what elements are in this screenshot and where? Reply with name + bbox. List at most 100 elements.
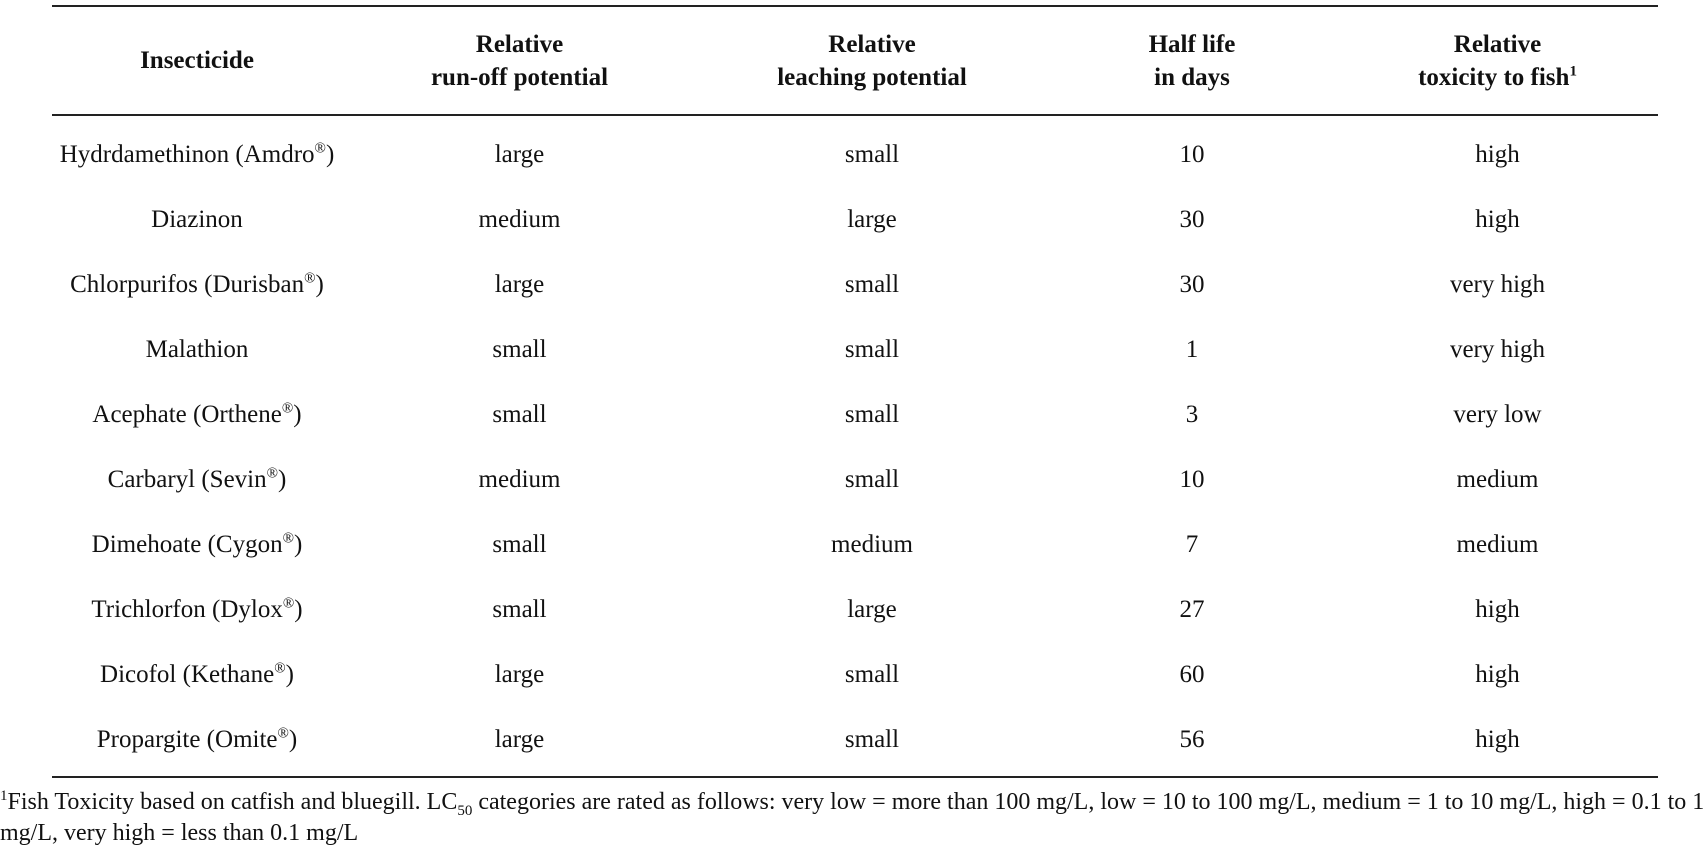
- registered-mark: ®: [281, 400, 294, 417]
- half-life-cell: 60: [1179, 660, 1205, 688]
- leaching-cell: small: [844, 400, 900, 428]
- insecticide-name: Carbaryl (Sevin: [107, 465, 267, 493]
- half-life-cell: 7: [1185, 530, 1199, 558]
- closing-paren: ): [288, 725, 298, 753]
- leaching-cell: small: [844, 335, 900, 363]
- footnote-text-after: categories are rated as follows: very lo…: [0, 789, 1705, 846]
- insecticide-cell: Hydrdamethinon (Amdro®): [52, 115, 342, 187]
- table-row: Chlorpurifos (Durisban®) large small 30 very…: [52, 252, 1658, 317]
- table-row: Carbaryl (Sevin®) medium small 10 medium: [52, 447, 1658, 512]
- insecticide-table-container: Insecticide Relative run-off potential Rela…: [52, 5, 1658, 778]
- column-header: Relative leaching potential: [697, 6, 1047, 115]
- leaching-cell: small: [844, 140, 900, 168]
- registered-mark: ®: [282, 530, 294, 547]
- insecticide-cell: Dicofol (Kethane®): [52, 642, 342, 707]
- leaching-cell: small: [844, 660, 900, 688]
- half-life-cell: 30: [1179, 205, 1205, 233]
- column-header: Relative run-off potential: [342, 6, 697, 115]
- column-header-line: Insecticide: [140, 47, 254, 74]
- insecticide-cell: Malathion: [52, 317, 342, 382]
- table-row: Propargite (Omite®) large small 56 high: [52, 707, 1658, 777]
- table-row: Diazinon medium large 30 high: [52, 187, 1658, 252]
- half-life-cell: 27: [1179, 595, 1205, 623]
- runoff-cell: medium: [478, 465, 561, 493]
- column-header-line: Relative: [1453, 30, 1542, 58]
- toxicity-cell: very high: [1449, 335, 1546, 363]
- table-row: Hydrdamethinon (Amdro®) large small 10 high: [52, 115, 1658, 187]
- closing-paren: ): [294, 595, 303, 623]
- header-row: Insecticide Relative run-off potential Rela…: [52, 6, 1658, 115]
- insecticide-name: Malathion: [145, 335, 249, 363]
- toxicity-cell: very high: [1449, 270, 1546, 298]
- insecticide-cell: Chlorpurifos (Durisban®): [52, 252, 342, 317]
- leaching-cell: small: [844, 465, 900, 493]
- column-header-line: leaching potential: [777, 63, 967, 91]
- insecticide-table: Insecticide Relative run-off potential Rela…: [52, 5, 1658, 778]
- insecticide-cell: Dimehoate (Cygon®): [52, 512, 342, 577]
- insecticide-name: Dimehoate (Cygon: [91, 530, 283, 558]
- column-header-line: Relative: [828, 30, 916, 58]
- leaching-cell: small: [844, 270, 900, 298]
- runoff-cell: large: [494, 660, 545, 688]
- toxicity-cell: high: [1475, 660, 1520, 688]
- column-header-line: run-off potential: [430, 63, 609, 91]
- half-life-cell: 30: [1179, 270, 1205, 298]
- column-header: Insecticide: [52, 6, 342, 115]
- toxicity-cell: very low: [1453, 400, 1542, 428]
- leaching-cell: large: [847, 595, 897, 623]
- insecticide-cell: Diazinon: [52, 187, 342, 252]
- toxicity-cell: high: [1475, 725, 1520, 753]
- column-header: Relative toxicity to fish1: [1337, 6, 1658, 115]
- table-row: Acephate (Orthene®) small small 3 very low: [52, 382, 1658, 447]
- half-life-cell: 1: [1185, 335, 1199, 363]
- table-header: Insecticide Relative run-off potential Rela…: [52, 6, 1658, 115]
- runoff-cell: small: [492, 595, 547, 623]
- insecticide-name: Dicofol (Kethane: [100, 660, 275, 688]
- insecticide-cell: Propargite (Omite®): [52, 707, 342, 777]
- insecticide-name: Diazinon: [151, 205, 243, 233]
- leaching-cell: small: [844, 725, 900, 753]
- registered-mark: ®: [314, 140, 326, 157]
- toxicity-cell: high: [1475, 140, 1520, 168]
- registered-mark: ®: [274, 660, 286, 677]
- footnote-subscript: 50: [457, 802, 473, 819]
- footnote-text-before: Fish Toxicity based on catfish and blueg…: [7, 789, 458, 815]
- column-header-line-wrap: toxicity to fish1: [1337, 61, 1658, 94]
- insecticide-cell: Carbaryl (Sevin®): [52, 447, 342, 512]
- insecticide-cell: Trichlorfon (Dylox®): [52, 577, 342, 642]
- half-life-cell: 56: [1179, 725, 1205, 753]
- closing-paren: ): [278, 465, 287, 493]
- registered-mark: ®: [277, 725, 289, 742]
- footnote-reference: 1: [1569, 63, 1577, 80]
- closing-paren: ): [294, 530, 303, 558]
- column-header-line: toxicity to fish: [1418, 63, 1570, 91]
- runoff-cell: small: [492, 400, 547, 428]
- registered-mark: ®: [266, 465, 279, 482]
- leaching-cell: medium: [831, 530, 913, 558]
- table-row: Dimehoate (Cygon®) small medium 7 medium: [52, 512, 1658, 577]
- insecticide-name: Hydrdamethinon (Amdro: [59, 140, 315, 168]
- table-row: Trichlorfon (Dylox®) small large 27 high: [52, 577, 1658, 642]
- insecticide-name: Trichlorfon (Dylox: [91, 595, 283, 623]
- runoff-cell: large: [494, 270, 545, 298]
- insecticide-name: Propargite (Omite: [96, 725, 278, 753]
- toxicity-cell: medium: [1456, 530, 1539, 558]
- closing-paren: ): [285, 660, 294, 688]
- insecticide-name: Acephate (Orthene: [92, 400, 282, 428]
- runoff-cell: large: [494, 140, 545, 168]
- registered-mark: ®: [304, 270, 316, 287]
- insecticide-cell: Acephate (Orthene®): [52, 382, 342, 447]
- column-header: Half life in days: [1047, 6, 1337, 115]
- runoff-cell: small: [492, 530, 547, 558]
- toxicity-cell: high: [1475, 595, 1520, 623]
- closing-paren: ): [315, 270, 324, 298]
- registered-mark: ®: [282, 595, 295, 612]
- runoff-cell: small: [492, 335, 547, 363]
- column-header-line: Relative: [475, 30, 564, 58]
- closing-paren: ): [293, 400, 302, 428]
- footnote-marker: 1: [0, 788, 8, 804]
- table-body: Hydrdamethinon (Amdro®) large small 10 high D…: [52, 115, 1658, 777]
- closing-paren: ): [325, 140, 335, 168]
- half-life-cell: 10: [1179, 140, 1205, 168]
- table-row: Malathion small small 1 very high: [52, 317, 1658, 382]
